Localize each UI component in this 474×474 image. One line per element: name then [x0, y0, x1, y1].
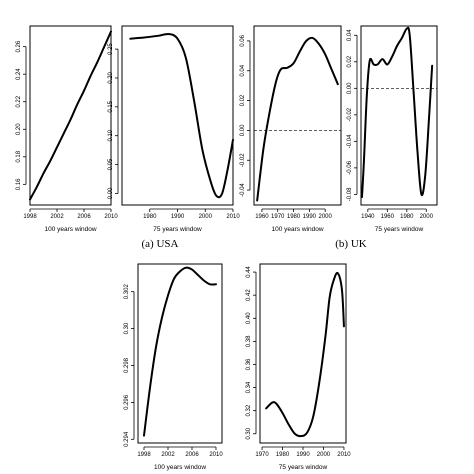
- chart-panel-uk-100: 1960 1970 1980 1990 2000 -0.04 -0.02 0.00 0.02 0.…: [240, 25, 342, 233]
- x-axis-label: 75 years window: [279, 464, 328, 471]
- y-tick-label: 0.06: [240, 34, 246, 46]
- plot-frame: [259, 263, 347, 444]
- chart-panel-usa-75: 1980 1990 2000 2010 0.00 0.05 0.10 0.15 0.20 0.25…: [108, 25, 240, 233]
- y-tick-label: 0.00: [108, 187, 114, 199]
- x-tick-label: 2002: [50, 214, 64, 220]
- x-axis-label: 100 years window: [154, 464, 206, 471]
- y-tick-label: 0.36: [246, 358, 252, 370]
- x-tick-label: 1960: [381, 214, 395, 220]
- plot-frame: [29, 25, 112, 206]
- x-tick-label: 2006: [185, 452, 199, 458]
- x-axis-label: 75 years window: [153, 226, 202, 233]
- caption-usa: (a) USA: [142, 238, 179, 250]
- y-tick-label: -0.02: [240, 153, 246, 167]
- x-tick-label: 1998: [23, 214, 37, 220]
- series-line: [129, 32, 234, 199]
- caption-uk: (b) UK: [335, 238, 367, 250]
- x-tick-label: 1970: [255, 452, 269, 458]
- y-tick-label: 0.42: [246, 289, 252, 301]
- y-tick-label: 0.32: [246, 404, 252, 416]
- x-axis-label: 75 years window: [375, 226, 424, 233]
- y-tick-label: 0.26: [16, 40, 22, 52]
- x-tick-label: 2002: [161, 452, 175, 458]
- chart-panel-c-100: 1998 2002 2006 2010 0.294 0.296 0.298 0.30 0.302…: [124, 263, 223, 471]
- series-line: [360, 26, 434, 199]
- x-tick-label: 1990: [303, 214, 317, 220]
- series-line: [256, 36, 339, 202]
- series-line: [29, 30, 112, 201]
- series-line: [265, 271, 345, 438]
- x-tick-label: 2006: [77, 214, 91, 220]
- x-tick-label: 1990: [171, 214, 185, 220]
- x-tick-label: 2010: [209, 452, 223, 458]
- x-tick-label: 1980: [143, 214, 157, 220]
- y-tick-label: 0.24: [16, 68, 22, 80]
- plot-frame: [253, 25, 342, 206]
- x-tick-label: 2000: [199, 214, 213, 220]
- y-tick-label: -0.02: [347, 107, 353, 121]
- x-tick-label: 2000: [420, 214, 434, 220]
- y-tick-label: 0.302: [124, 284, 130, 300]
- y-tick-label: 0.04: [347, 29, 353, 41]
- y-tick-label: 0.38: [246, 335, 252, 347]
- y-tick-label: 0.30: [246, 427, 252, 439]
- y-tick-label: 0.22: [16, 95, 22, 107]
- y-tick-label: 0.40: [246, 312, 252, 324]
- y-tick-label: 0.02: [240, 94, 246, 106]
- series-line: [143, 266, 217, 437]
- x-tick-label: 1970: [271, 214, 285, 220]
- y-tick-label: 0.15: [108, 100, 114, 112]
- chart-panel-usa-100: 1998 2002 2006 2010 0.16 0.18 0.20 0.22 0.24 0.26…: [16, 25, 118, 233]
- y-tick-label: -0.04: [347, 134, 353, 148]
- y-tick-label: 0.296: [124, 394, 130, 410]
- y-tick-label: 0.04: [240, 64, 246, 76]
- plot-frame: [360, 25, 438, 206]
- plot-frame: [121, 25, 234, 206]
- y-tick-label: -0.06: [347, 160, 353, 174]
- y-tick-label: 0.20: [16, 123, 22, 135]
- y-tick-label: 0.02: [347, 55, 353, 67]
- x-tick-label: 1980: [400, 214, 414, 220]
- x-tick-label: 2010: [226, 214, 240, 220]
- x-tick-label: 2000: [317, 452, 331, 458]
- x-tick-label: 2010: [337, 452, 351, 458]
- y-tick-label: 0.00: [240, 124, 246, 136]
- y-tick-label: 0.44: [246, 266, 252, 278]
- plot-frame: [137, 263, 223, 444]
- y-tick-label: 0.298: [124, 357, 130, 373]
- y-tick-label: 0.18: [16, 150, 22, 162]
- x-tick-label: 1990: [296, 452, 310, 458]
- y-tick-label: 0.05: [108, 158, 114, 170]
- y-tick-label: 0.20: [108, 71, 114, 83]
- y-tick-label: -0.08: [347, 187, 353, 201]
- y-tick-label: 0.30: [124, 322, 130, 334]
- x-tick-label: 1998: [137, 452, 151, 458]
- y-tick-label: 0.10: [108, 129, 114, 141]
- y-tick-label: -0.04: [240, 183, 246, 197]
- y-tick-label: 0.34: [246, 381, 252, 393]
- panels: 1998 2002 2006 2010 0.16 0.18 0.20 0.22 0.24 0.26…: [16, 25, 438, 471]
- y-tick-label: 0.25: [108, 43, 114, 55]
- x-tick-label: 1940: [361, 214, 375, 220]
- x-tick-label: 1980: [276, 452, 290, 458]
- chart-panel-uk-75: 1940 1960 1980 2000 -0.08 -0.06 -0.04 -0.02 0.00…: [347, 25, 438, 233]
- x-axis-label: 100 years window: [44, 226, 96, 233]
- chart-panel-c-75: 1970 1980 1990 2000 2010 0.30 0.32 0.34 0.36 0.38…: [246, 263, 351, 471]
- x-tick-label: 2010: [104, 214, 118, 220]
- x-tick-label: 1960: [255, 214, 269, 220]
- y-tick-label: 0.16: [16, 178, 22, 190]
- x-tick-label: 2000: [319, 214, 333, 220]
- y-tick-label: 0.00: [347, 82, 353, 94]
- y-tick-label: 0.294: [124, 431, 130, 447]
- x-axis-label: 100 years window: [271, 226, 323, 233]
- x-tick-label: 1980: [287, 214, 301, 220]
